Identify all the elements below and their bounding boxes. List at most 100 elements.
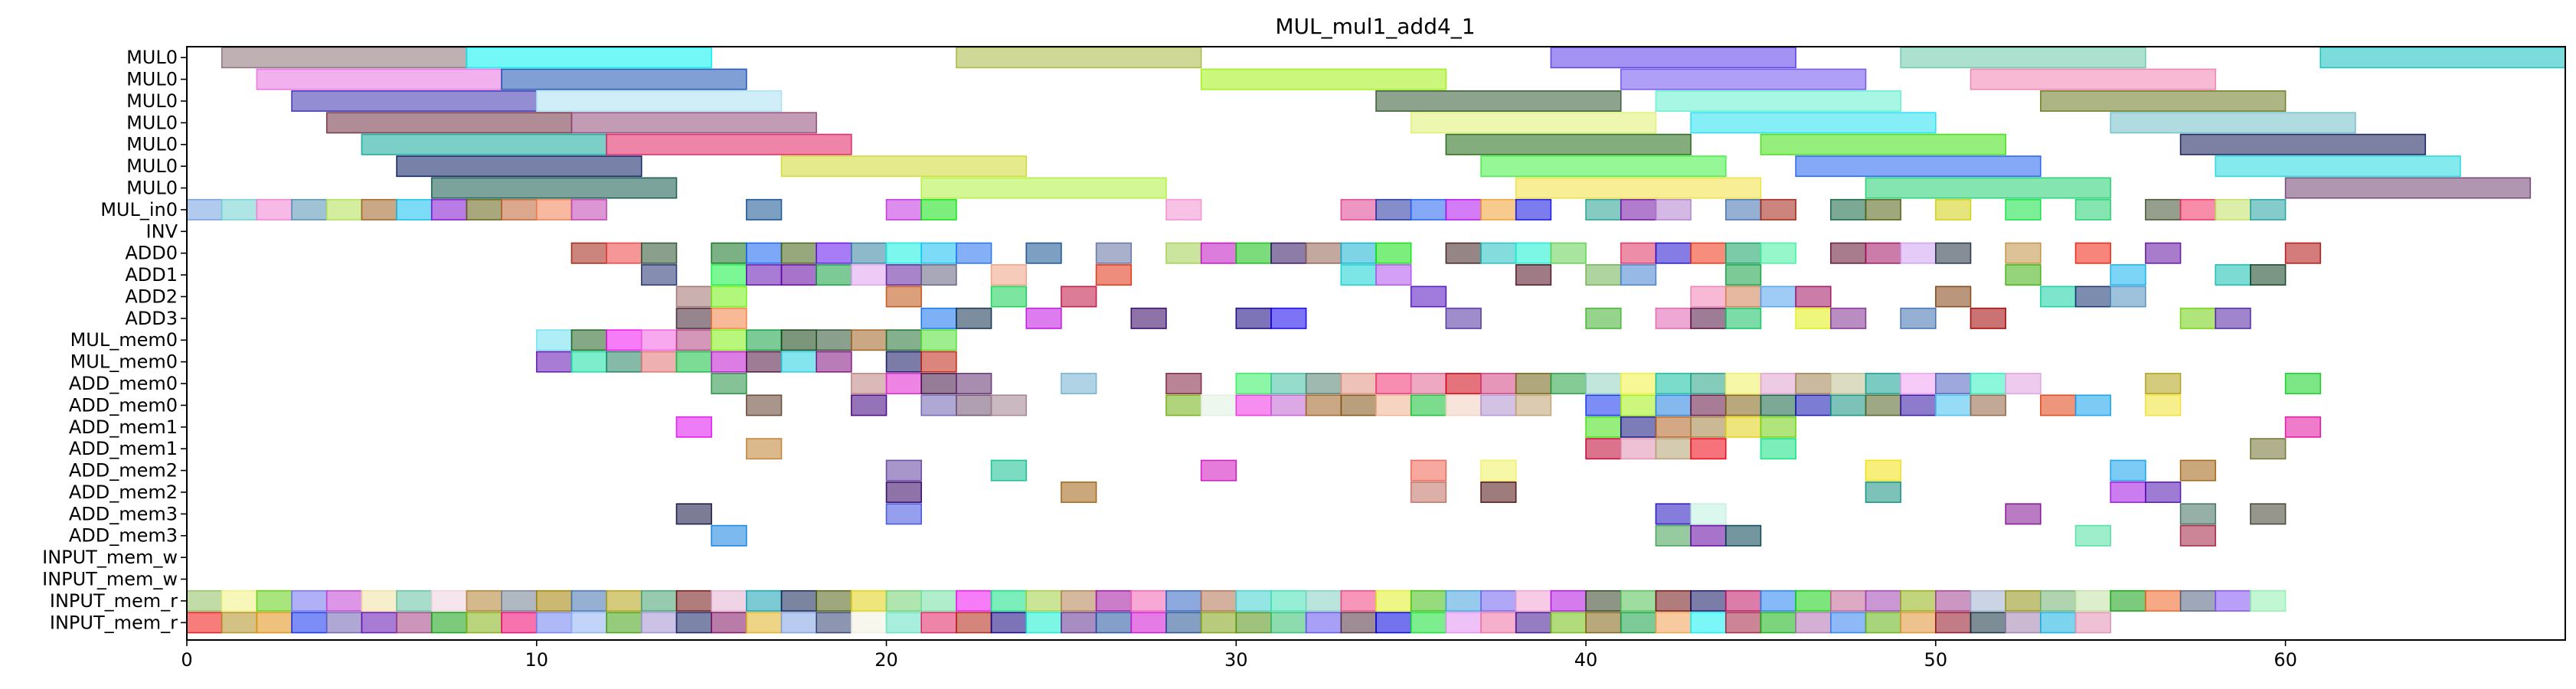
task-bar bbox=[711, 373, 747, 395]
task-bar bbox=[570, 112, 817, 134]
task-bar bbox=[186, 198, 223, 220]
task-bar bbox=[1130, 612, 1167, 634]
task-bar bbox=[430, 198, 468, 220]
task-bar bbox=[1445, 612, 1482, 634]
task-bar bbox=[1095, 589, 1133, 612]
task-bar bbox=[1235, 612, 1272, 634]
task-bar bbox=[1375, 589, 1412, 612]
task-bar bbox=[466, 198, 502, 220]
task-bar bbox=[1690, 307, 1727, 329]
y-tick-label: INPUT_mem_r bbox=[50, 590, 178, 612]
task-bar bbox=[1585, 198, 1622, 220]
task-bar bbox=[2110, 264, 2146, 286]
task-bar bbox=[1340, 198, 1377, 220]
task-bar bbox=[1340, 264, 1377, 286]
task-bar bbox=[1375, 264, 1412, 286]
task-bar bbox=[675, 351, 712, 373]
task-bar bbox=[606, 589, 642, 612]
task-bar bbox=[746, 329, 783, 351]
task-bar bbox=[956, 394, 992, 416]
task-bar bbox=[1550, 612, 1587, 634]
task-bar bbox=[816, 242, 852, 264]
x-tick-label: 60 bbox=[2274, 649, 2297, 671]
task-bar bbox=[851, 589, 888, 612]
task-bar bbox=[256, 68, 502, 90]
task-bar bbox=[675, 503, 712, 525]
task-bar bbox=[885, 329, 923, 351]
task-bar bbox=[291, 589, 328, 612]
task-bar bbox=[325, 589, 363, 612]
task-bar bbox=[1795, 155, 2042, 178]
task-bar bbox=[256, 198, 293, 220]
task-bar bbox=[711, 589, 747, 612]
task-bar bbox=[1795, 612, 1832, 634]
task-bar bbox=[885, 242, 923, 264]
task-bar bbox=[885, 198, 923, 220]
task-bar bbox=[2110, 112, 2356, 134]
task-bar bbox=[2215, 589, 2251, 612]
task-bar bbox=[1270, 589, 1307, 612]
y-tick-label: MUL_mem0 bbox=[70, 329, 178, 351]
task-bar bbox=[1480, 394, 1517, 416]
task-bar bbox=[1690, 242, 1727, 264]
task-bar bbox=[1445, 307, 1482, 329]
task-bar bbox=[1445, 198, 1482, 220]
x-tick-label: 50 bbox=[1924, 649, 1948, 671]
task-bar bbox=[1200, 612, 1237, 634]
task-bar bbox=[1410, 481, 1447, 503]
task-bar bbox=[2074, 394, 2112, 416]
task-bar bbox=[920, 351, 957, 373]
task-bar bbox=[2179, 198, 2217, 220]
task-bar bbox=[1690, 394, 1727, 416]
task-bar bbox=[1655, 198, 1692, 220]
task-bar bbox=[1235, 307, 1272, 329]
task-bar bbox=[1410, 589, 1447, 612]
task-bar bbox=[1829, 373, 1867, 395]
task-bar bbox=[1795, 286, 1832, 308]
task-bar bbox=[1935, 612, 1972, 634]
task-bar bbox=[2074, 242, 2112, 264]
task-bar bbox=[1515, 612, 1552, 634]
task-bar bbox=[2179, 524, 2217, 547]
task-bar bbox=[501, 198, 538, 220]
task-bar bbox=[1515, 394, 1552, 416]
task-bar bbox=[956, 242, 992, 264]
task-bar bbox=[1585, 373, 1622, 395]
task-bar bbox=[640, 589, 678, 612]
task-bar bbox=[2250, 589, 2287, 612]
task-bar bbox=[640, 351, 678, 373]
task-bar bbox=[1550, 373, 1587, 395]
task-bar bbox=[1585, 264, 1622, 286]
task-bar bbox=[780, 612, 817, 634]
task-bar bbox=[2005, 198, 2042, 220]
task-bar bbox=[1200, 68, 1447, 90]
task-bar bbox=[1655, 524, 1692, 547]
task-bar bbox=[1200, 459, 1237, 482]
task-bar bbox=[1724, 612, 1762, 634]
task-bar bbox=[851, 242, 888, 264]
task-bar bbox=[1515, 242, 1552, 264]
task-bar bbox=[1760, 438, 1796, 460]
x-tick-label: 0 bbox=[181, 649, 192, 671]
task-bar bbox=[2074, 286, 2112, 308]
task-bar bbox=[780, 329, 817, 351]
task-bar bbox=[1795, 373, 1832, 395]
task-bar bbox=[885, 459, 923, 482]
task-bar bbox=[2074, 198, 2112, 220]
task-bar bbox=[1655, 438, 1692, 460]
task-bar bbox=[675, 307, 712, 329]
task-bar bbox=[466, 47, 712, 69]
task-bar bbox=[1724, 264, 1762, 286]
y-tick-label: MUL0 bbox=[126, 178, 178, 199]
task-bar bbox=[1061, 589, 1097, 612]
task-bar bbox=[1061, 286, 1097, 308]
task-bar bbox=[851, 373, 888, 395]
task-bar bbox=[1445, 394, 1482, 416]
task-bar bbox=[711, 307, 747, 329]
task-bar bbox=[920, 329, 957, 351]
task-bar bbox=[1410, 286, 1447, 308]
task-bar bbox=[2145, 198, 2182, 220]
y-tick-label: ADD2 bbox=[125, 286, 178, 307]
task-bar bbox=[2110, 481, 2146, 503]
